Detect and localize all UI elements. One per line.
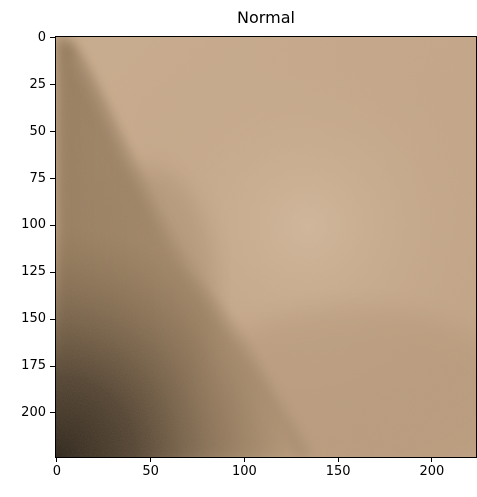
y-tick-mark	[50, 271, 55, 273]
x-tick-label: 0	[52, 464, 62, 479]
y-tick-mark	[50, 412, 55, 414]
y-tick-label: 25	[29, 76, 46, 92]
x-tick-mark	[337, 457, 339, 462]
y-tick-label: 175	[21, 358, 46, 374]
image-panel	[56, 37, 476, 457]
y-tick-mark	[50, 318, 55, 320]
y-tick-label: 50	[29, 123, 46, 139]
y-tick-mark	[50, 131, 55, 133]
y-tick-mark	[50, 84, 55, 86]
x-tick-mark	[431, 457, 433, 462]
y-tick-label: 100	[21, 217, 46, 233]
x-tick-mark	[150, 457, 152, 462]
x-tick-label: 150	[325, 464, 351, 479]
y-tick-mark	[50, 37, 55, 39]
x-tick-mark	[56, 457, 58, 462]
y-tick-label: 125	[21, 264, 46, 280]
x-tick-label: 200	[419, 464, 445, 479]
y-tick-label: 75	[29, 170, 46, 186]
y-tick-label: 0	[37, 29, 46, 45]
skin-image	[56, 37, 476, 457]
x-tick-label: 50	[142, 464, 159, 479]
y-tick-label: 200	[21, 404, 46, 420]
x-tick-mark	[243, 457, 245, 462]
plot-title: Normal	[237, 8, 295, 27]
y-tick-mark	[50, 178, 55, 180]
y-tick-mark	[50, 224, 55, 226]
y-tick-mark	[50, 365, 55, 367]
y-tick-label: 150	[21, 311, 46, 327]
x-tick-label: 100	[232, 464, 257, 479]
